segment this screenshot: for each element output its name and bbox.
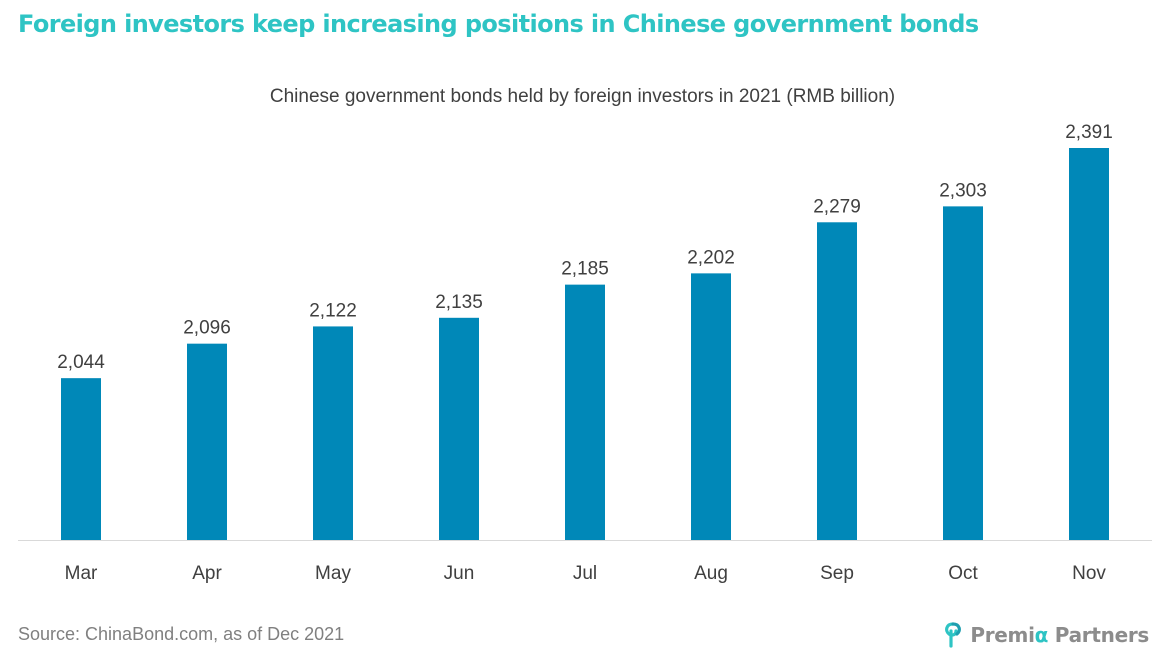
- x-tick-label-nov: Nov: [1072, 563, 1106, 584]
- data-label-mar: 2,044: [57, 352, 105, 373]
- data-label-aug: 2,202: [687, 247, 735, 268]
- page-headline: Foreign investors keep increasing positi…: [18, 10, 979, 38]
- brand-name-part-1: Premi: [970, 623, 1035, 647]
- data-label-jul: 2,185: [561, 259, 609, 280]
- bar-apr: [187, 343, 227, 540]
- data-label-nov: 2,391: [1065, 122, 1113, 143]
- data-label-apr: 2,096: [183, 318, 231, 339]
- x-tick-label-sep: Sep: [820, 563, 854, 584]
- brand-name: Premiα Partners: [970, 623, 1149, 647]
- x-tick-label-may: May: [315, 563, 351, 584]
- x-tick-label-jun: Jun: [444, 563, 475, 584]
- data-label-jun: 2,135: [435, 292, 483, 313]
- x-tick-label-oct: Oct: [948, 563, 978, 584]
- chart-title: Chinese government bonds held by foreign…: [269, 86, 896, 107]
- brand-logo: Premiα Partners: [942, 621, 1149, 649]
- bar-nov: [1069, 148, 1109, 540]
- premia-partners-logo-icon: [945, 622, 962, 648]
- bar-aug: [691, 273, 731, 540]
- bar-sep: [817, 222, 857, 540]
- x-tick-label-mar: Mar: [65, 563, 98, 584]
- x-tick-label-aug: Aug: [694, 563, 728, 584]
- x-tick-label-jul: Jul: [573, 563, 597, 584]
- data-label-oct: 2,303: [939, 180, 987, 201]
- bar-may: [313, 326, 353, 540]
- data-label-sep: 2,279: [813, 196, 861, 217]
- data-label-may: 2,122: [309, 300, 357, 321]
- bar-jun: [439, 317, 479, 540]
- x-tick-label-apr: Apr: [192, 563, 222, 584]
- brand-name-alpha: α: [1034, 623, 1049, 647]
- bar-jul: [565, 284, 605, 540]
- bar-mar: [61, 378, 101, 540]
- source-note: Source: ChinaBond.com, as of Dec 2021: [18, 624, 345, 644]
- bar-oct: [943, 206, 983, 540]
- brand-name-part-2: Partners: [1048, 623, 1150, 647]
